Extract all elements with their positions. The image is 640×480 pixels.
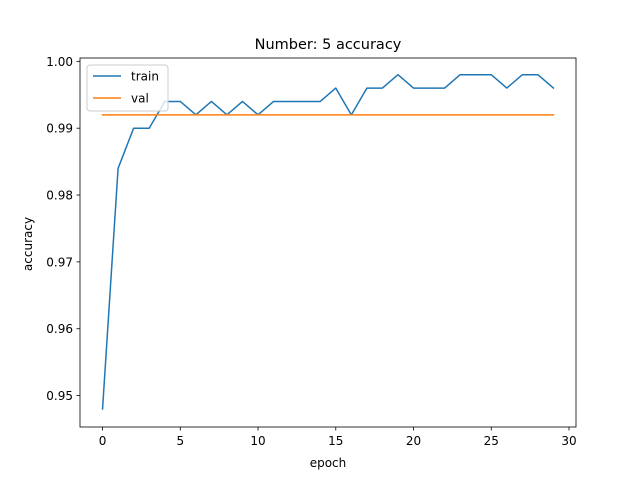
axes-frame bbox=[79, 57, 577, 428]
x-tick-label: 30 bbox=[561, 434, 576, 448]
y-tick-label: 0.99 bbox=[46, 122, 73, 136]
y-tick-label: 1.00 bbox=[46, 55, 73, 69]
plot-area: 0 5 10 15 20 25 30 0.95 0.96 0.97 0.98 0.99 1.00 trai… bbox=[46, 55, 576, 448]
series-line-train bbox=[101, 73, 555, 410]
x-axis-title: epoch bbox=[310, 456, 347, 470]
x-tick-label: 0 bbox=[99, 434, 107, 448]
y-tick-label: 0.97 bbox=[46, 255, 73, 269]
y-axis-title: accuracy bbox=[21, 217, 35, 271]
y-tick-label: 0.96 bbox=[46, 322, 73, 336]
x-tick-label: 5 bbox=[176, 434, 184, 448]
legend-label-val: val bbox=[131, 92, 149, 106]
x-tick-label: 15 bbox=[328, 434, 343, 448]
chart-title: Number: 5 accuracy bbox=[255, 37, 402, 53]
legend-label-train: train bbox=[131, 70, 159, 84]
x-tick-label: 10 bbox=[250, 434, 265, 448]
legend: train val bbox=[86, 64, 169, 112]
y-tick-label: 0.98 bbox=[46, 189, 73, 203]
y-tick-label: 0.95 bbox=[46, 389, 73, 403]
x-tick-label: 25 bbox=[484, 434, 499, 448]
x-tick-label: 20 bbox=[406, 434, 421, 448]
